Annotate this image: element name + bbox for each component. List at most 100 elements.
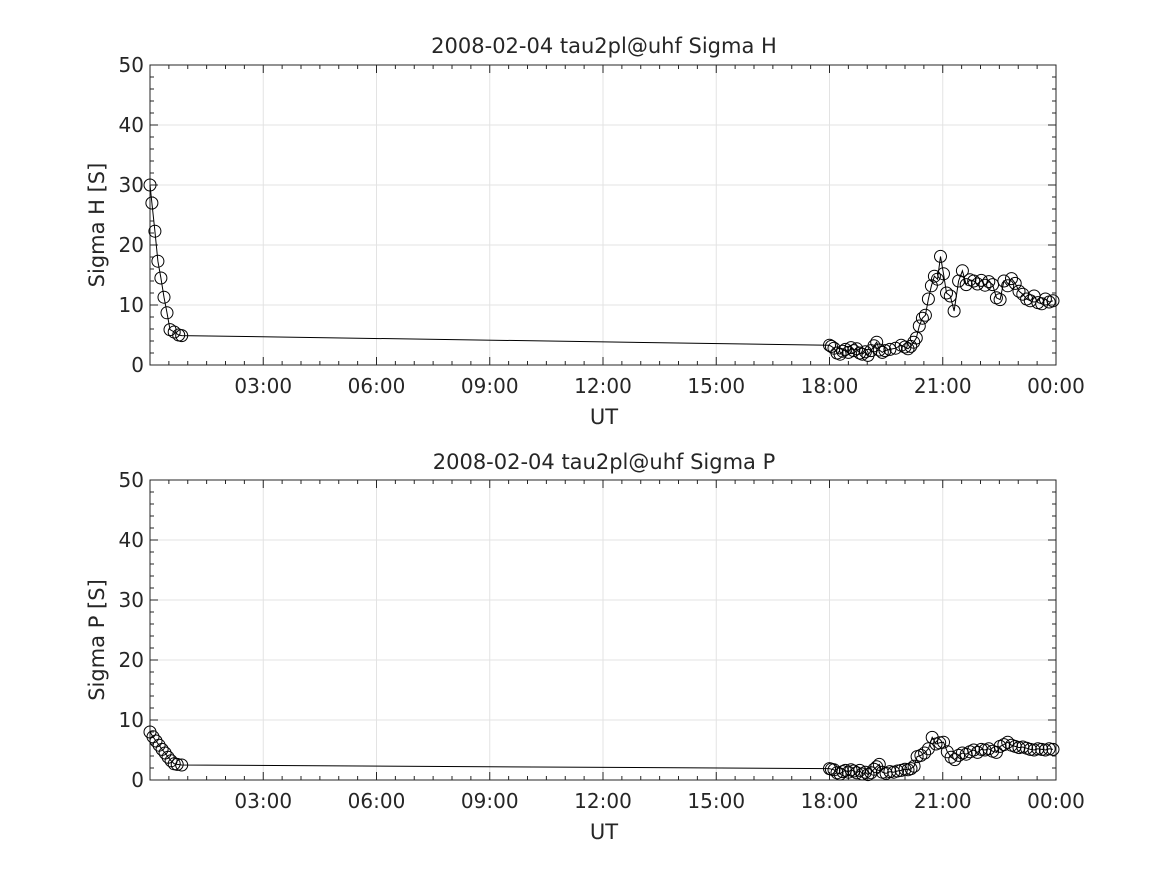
data-point [872,757,886,771]
data-point [833,347,847,361]
data-point [937,735,950,749]
y-tick-label: 0 [131,768,144,792]
x-tick-label: 18:00 [801,374,859,398]
data-point [145,196,159,210]
data-point [872,343,886,357]
data-point [967,274,981,288]
grid [150,65,1056,365]
x-tick-label: 15:00 [687,789,745,813]
data-point [170,757,184,771]
y-tick-label: 10 [119,708,144,732]
data-point [143,178,157,192]
x-tick-label: 12:00 [574,374,632,398]
data-point [978,278,992,292]
y-tick-label: 50 [119,468,144,492]
data-point [838,342,852,356]
data-point [878,344,892,358]
data-point [855,767,869,781]
y-tick-label: 30 [119,588,144,612]
x-tick-label: 21:00 [914,789,972,813]
x-tick-label: 03:00 [234,789,292,813]
data-point [154,271,168,285]
x-axis-label: UT [590,820,618,844]
data-point [1012,284,1026,298]
y-tick-label: 0 [131,353,144,377]
data-point [870,335,884,349]
data-point [1023,742,1037,756]
data-point [907,759,921,773]
x-tick-label: 21:00 [914,374,972,398]
data-point [974,273,988,287]
data-point [921,742,935,756]
data-point [937,267,950,281]
data-point [836,344,850,358]
x-tick-label: 09:00 [461,374,519,398]
data-point [867,762,881,776]
grid [150,480,1056,780]
data-point [933,736,947,750]
sigma-p-plot: 2008-02-04 tau2pl@uhf Sigma P UT Sigma P… [85,450,1085,844]
series-line [149,184,1054,357]
x-tick-label: 09:00 [461,789,519,813]
data-point [982,275,996,289]
x-tick-label: 00:00 [1027,789,1085,813]
data-point [1008,276,1022,290]
data-point [858,765,872,779]
data-point [914,748,928,762]
data-point [858,345,872,359]
data-point [823,338,836,352]
y-axis-label: Sigma P [S] [85,579,109,701]
data-point [175,758,189,772]
data-point [149,734,163,748]
data-point [175,329,189,343]
data-point [875,345,889,359]
data-point [948,753,962,767]
data-point [1031,742,1045,756]
data-point [1005,272,1018,286]
x-tick-label: 15:00 [687,374,745,398]
data-point [959,278,973,292]
data-point [955,264,969,278]
x-tick-label: 00:00 [1027,374,1085,398]
data-point [160,306,174,320]
data-point [898,340,912,354]
data-point [993,293,1007,307]
x-tick-label: 18:00 [801,789,859,813]
data-point [855,347,869,361]
series-line [149,731,1054,776]
chart-title: 2008-02-04 tau2pl@uhf Sigma H [431,34,777,58]
x-axis-label: UT [590,405,618,429]
data-point [927,269,941,283]
data-point [891,764,904,778]
data-point [1001,279,1015,293]
x-tick-label: 06:00 [348,789,406,813]
y-tick-label: 10 [119,293,144,317]
data-point [947,304,961,318]
chart-title: 2008-02-04 tau2pl@uhf Sigma P [433,450,776,474]
y-tick-label: 40 [119,528,144,552]
data-point [918,308,932,322]
data-point [934,249,947,263]
data-point [904,762,918,776]
data-point [883,765,897,779]
y-tick-label: 20 [119,233,144,257]
y-axis-label: Sigma H [S] [85,163,109,288]
y-tick-label: 30 [119,173,144,197]
sigma-h-plot: 2008-02-04 tau2pl@uhf Sigma H UT Sigma H… [85,34,1085,429]
x-tick-label: 12:00 [574,789,632,813]
data-point [157,290,171,304]
data-point [912,319,926,333]
data-point [151,254,165,268]
ticks [149,479,1057,781]
x-tick-label: 03:00 [234,374,292,398]
data-point [944,750,958,764]
data-point [836,765,850,779]
data-point [1046,742,1060,756]
data-point [915,311,929,325]
data-point [967,743,981,757]
data-point [1038,292,1052,306]
data-point [909,331,923,345]
data-point [943,289,957,303]
ticks [149,64,1057,366]
